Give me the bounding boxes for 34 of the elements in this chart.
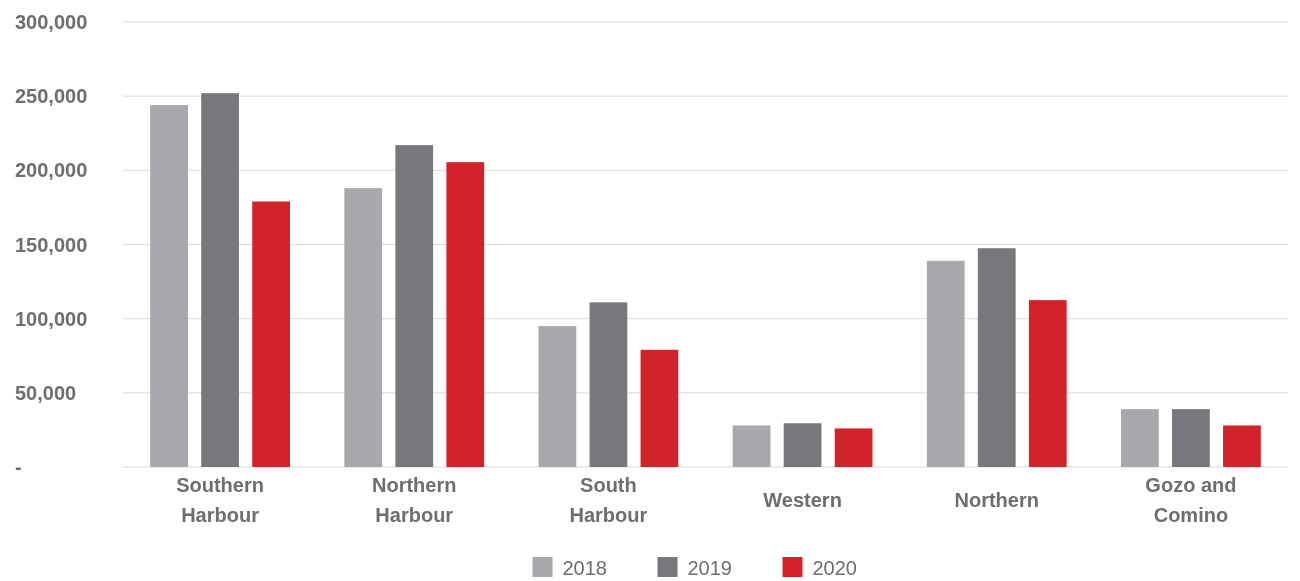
bar (1223, 425, 1261, 467)
x-tick-label: Western (763, 489, 842, 511)
y-tick-label: 150,000 (15, 233, 88, 256)
bar (640, 349, 679, 467)
x-tick-label: Gozo and Comino (1145, 474, 1237, 526)
bar (538, 326, 577, 467)
bar (446, 162, 485, 467)
bar (1028, 300, 1067, 467)
y-tick-label: - (15, 456, 22, 478)
bar (344, 188, 383, 467)
bar (926, 260, 965, 467)
bar (977, 248, 1016, 467)
bar (252, 201, 290, 467)
x-tick-label: Northern Harbour (372, 474, 457, 526)
bar (1121, 409, 1159, 467)
bar (732, 425, 771, 467)
bar (150, 105, 188, 467)
x-tick-label: Northern (954, 489, 1039, 511)
y-tick-label: 200,000 (15, 159, 88, 182)
bar (589, 302, 628, 467)
bar (834, 428, 873, 467)
bar (201, 93, 239, 467)
bar (783, 423, 822, 467)
bar (395, 145, 434, 467)
y-tick-label: 100,000 (15, 307, 88, 330)
legend-label: 2018 (562, 557, 607, 579)
y-tick-label: 250,000 (15, 85, 88, 108)
bar (1172, 409, 1210, 467)
legend-label: 2019 (687, 557, 732, 579)
x-tick-label: Southern Harbour (176, 474, 264, 526)
y-tick-label: 300,000 (15, 11, 88, 33)
y-tick-label: 50,000 (15, 381, 77, 404)
legend-label: 2020 (812, 557, 857, 579)
x-tick-label: South Harbour (569, 474, 648, 526)
